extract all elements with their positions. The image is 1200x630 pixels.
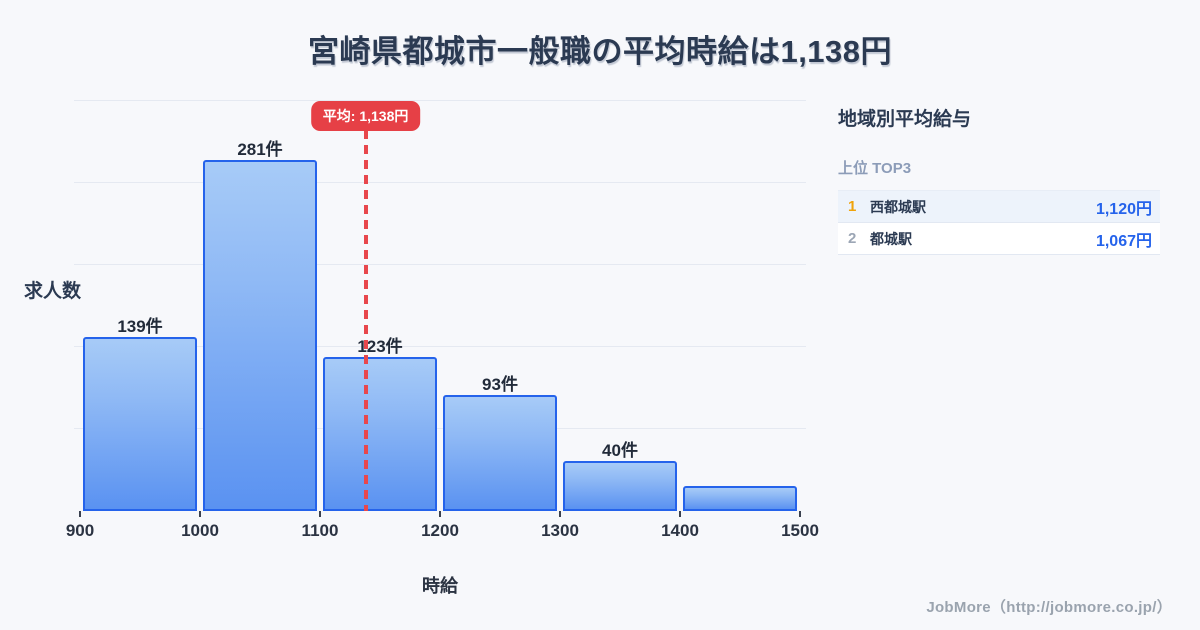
x-tick-label: 1200 [421,521,459,540]
ranking-row: 2 都城駅 1,067円 [838,223,1160,255]
panel-heading: 地域別平均給与 [838,109,972,130]
rank-number: 2 [848,230,857,247]
rank-number: 1 [848,198,857,215]
page-title: 宮崎県都城市一般職の平均時給は1,138円 [307,34,893,69]
y-axis-label: 求人数 [24,281,82,302]
x-tick-mark [679,511,681,517]
wage-value: 1,067円 [1095,232,1152,250]
histogram-bar: 93件 [443,375,557,511]
x-tick-label: 900 [65,521,95,540]
bar-value-label: 139件 [117,317,163,336]
station-name: 西都城駅 [870,198,926,215]
histogram-bar: 281件 [203,140,317,511]
x-tick-label: 1000 [181,521,219,540]
x-tick-label: 1500 [781,521,819,540]
x-tick-label: 1100 [301,521,339,540]
mean-badge: 平均: 1,138円 [310,101,421,131]
x-tick-mark [559,511,561,517]
gridline [74,182,806,183]
gridline [74,346,806,347]
mean-line [363,130,368,511]
bar-value-label: 93件 [482,375,518,394]
bar-value-label: 281件 [237,140,283,159]
x-tick-mark [439,511,441,517]
region-panel: 地域別平均給与 上位 TOP3 1 西都城駅 1,120円 2 都城駅 1,06… [838,104,1160,255]
x-axis-label: 時給 [422,576,458,596]
station-name: 都城駅 [870,230,912,247]
histogram-bar: 139件 [83,317,197,511]
ranking-row: 1 西都城駅 1,120円 [838,191,1160,223]
x-tick-mark [79,511,81,517]
x-tick-label: 1400 [661,521,699,540]
x-tick-mark [199,511,201,517]
histogram-plot: 139件 281件 123件 93件 40件 900 1000 1100 1200 1300 140… [66,100,819,540]
histogram-bar: 123件 [323,337,437,511]
bar-value-label: 123件 [357,337,403,356]
panel-subheading: 上位 TOP3 [838,160,912,177]
histogram-bar: 40件 [563,441,677,511]
footer-credit: JobMore（http://jobmore.co.jp/） [926,599,1172,616]
wage-value: 1,120円 [1095,200,1152,218]
gridline [74,264,806,265]
histogram-bar [683,486,797,511]
x-tick-label: 1300 [541,521,579,540]
x-tick-mark [319,511,321,517]
gridline [74,428,806,429]
gridline [74,100,806,101]
x-tick-mark [799,511,801,517]
ranking-table: 1 西都城駅 1,120円 2 都城駅 1,067円 [838,190,1160,255]
bar-value-label: 40件 [602,441,638,460]
